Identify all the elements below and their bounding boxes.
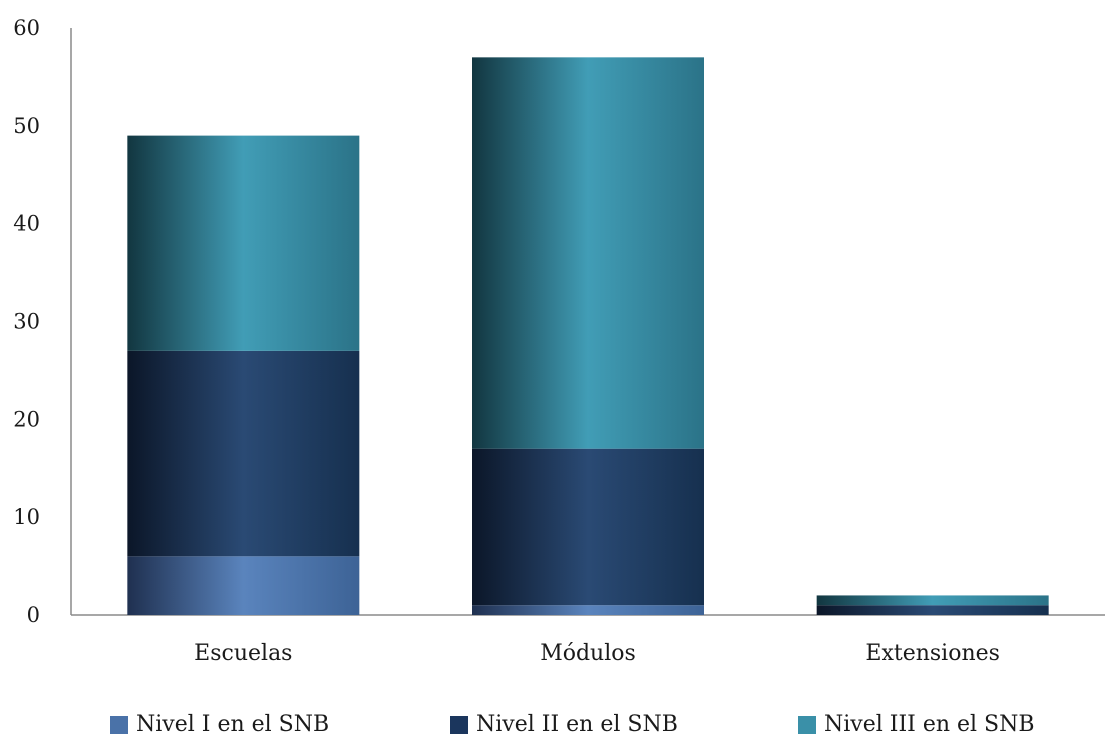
y-tick-label: 50 — [13, 114, 40, 138]
legend-item: Nivel III en el SNB — [798, 712, 1035, 737]
legend-swatch — [450, 715, 468, 734]
x-category-label: Módulos — [540, 641, 636, 666]
bar-segment — [127, 135, 360, 351]
y-tick-label: 30 — [13, 310, 40, 334]
bar-segment — [472, 605, 704, 615]
legend-swatch — [110, 715, 128, 734]
bar-segment — [127, 350, 360, 557]
bars — [127, 57, 1049, 615]
y-tick-label: 20 — [13, 407, 40, 431]
bar-segment — [816, 605, 1049, 615]
legend: Nivel I en el SNB Nivel II en el SNB Nivel… — [0, 712, 1105, 744]
x-category-label: Extensiones — [865, 641, 1000, 666]
y-tick-label: 0 — [27, 603, 40, 627]
bar-segment — [127, 556, 360, 615]
legend-label: Nivel I en el SNB — [136, 712, 330, 737]
bar-segment — [472, 57, 704, 449]
legend-label: Nivel III en el SNB — [824, 712, 1035, 737]
legend-item: Nivel I en el SNB — [110, 712, 329, 737]
legend-item: Nivel II en el SNB — [450, 712, 678, 737]
legend-swatch — [798, 715, 816, 734]
labels: 0 10 20 30 40 50 60 Escuelas Módulos Extensiones — [13, 16, 1000, 666]
y-tick-label: 10 — [13, 505, 40, 529]
y-tick-label: 40 — [13, 212, 40, 236]
bar-segment — [816, 595, 1049, 606]
stacked-bar-chart: 0 10 20 30 40 50 60 Escuelas Módulos Extensiones — [13, 16, 1105, 666]
x-category-label: Escuelas — [194, 641, 292, 666]
legend-label: Nivel II en el SNB — [476, 712, 678, 737]
y-tick-label: 60 — [13, 16, 40, 40]
bar-segment — [472, 448, 704, 606]
